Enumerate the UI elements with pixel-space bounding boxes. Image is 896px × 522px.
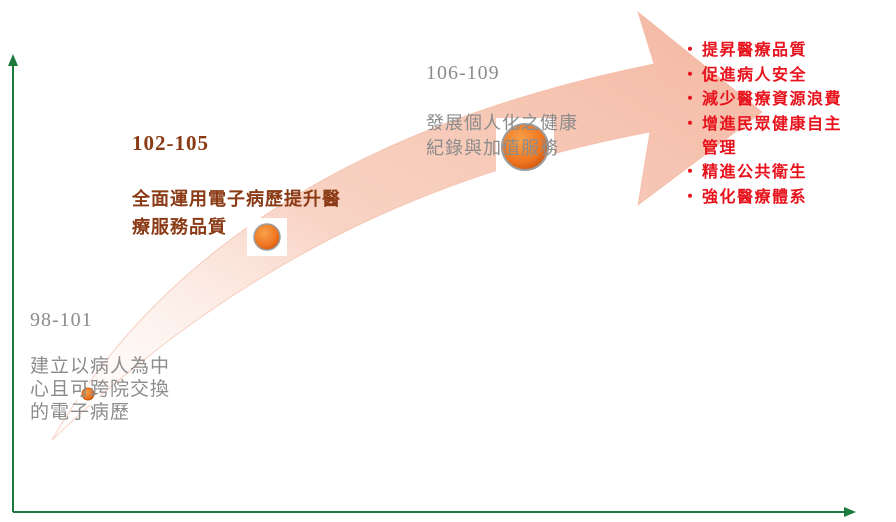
goal-text: 提昇醫療品質	[702, 40, 808, 59]
bullet-icon: ・	[682, 64, 700, 84]
phase-1-label: 98-101 建立以病人為中 心且可跨院交換 的電子病歷	[30, 286, 170, 424]
phase-2-description: 全面運用電子病歷提升醫 療服務品質	[132, 189, 341, 238]
phase-3-label: 106-109 發展個人化之健康 紀錄與加值服務	[426, 36, 578, 161]
bullet-icon: ・	[682, 89, 700, 108]
goal-item: ・強化醫療體系	[680, 185, 842, 209]
bullet-icon: ・	[682, 113, 700, 133]
goals-list: ・提昇醫療品質 ・促進病人安全 ・減少醫療資源浪費 ・增進民眾健康自主 管理 ・…	[680, 38, 842, 209]
bullet-icon: ・	[682, 186, 700, 206]
milestone-2	[247, 218, 287, 256]
milestone-1	[77, 383, 99, 405]
phase-2-period: 102-105	[132, 131, 209, 155]
phase-1-period: 98-101	[30, 309, 93, 331]
goal-text: 增進民眾健康自主 管理	[702, 113, 843, 157]
phase-3-description: 發展個人化之健康 紀錄與加值服務	[426, 113, 578, 159]
phase-1-description: 建立以病人為中 心且可跨院交換 的電子病歷	[30, 355, 171, 423]
bullet-icon: ・	[682, 162, 700, 181]
x-axis-arrowhead	[844, 507, 856, 517]
milestone-3	[496, 118, 554, 176]
phase-2-label: 102-105 全面運用電子病歷提升醫 療服務品質	[132, 100, 341, 242]
goal-text: 精進公共衛生	[702, 162, 808, 181]
goal-item: ・精進公共衛生	[680, 160, 842, 184]
goal-item: ・減少醫療資源浪費	[680, 87, 842, 111]
goal-item: ・促進病人安全	[680, 63, 842, 87]
goal-item: ・增進民眾健康自主 管理	[680, 112, 842, 160]
phase-3-period: 106-109	[426, 62, 500, 84]
y-axis-arrowhead	[8, 54, 18, 66]
growth-arrow	[51, 10, 763, 441]
bullet-icon: ・	[682, 40, 700, 59]
goal-text: 促進病人安全	[702, 64, 808, 84]
goal-text: 減少醫療資源浪費	[702, 89, 843, 108]
axes	[8, 54, 856, 517]
goal-item: ・提昇醫療品質	[680, 38, 842, 62]
goal-text: 強化醫療體系	[702, 186, 808, 206]
